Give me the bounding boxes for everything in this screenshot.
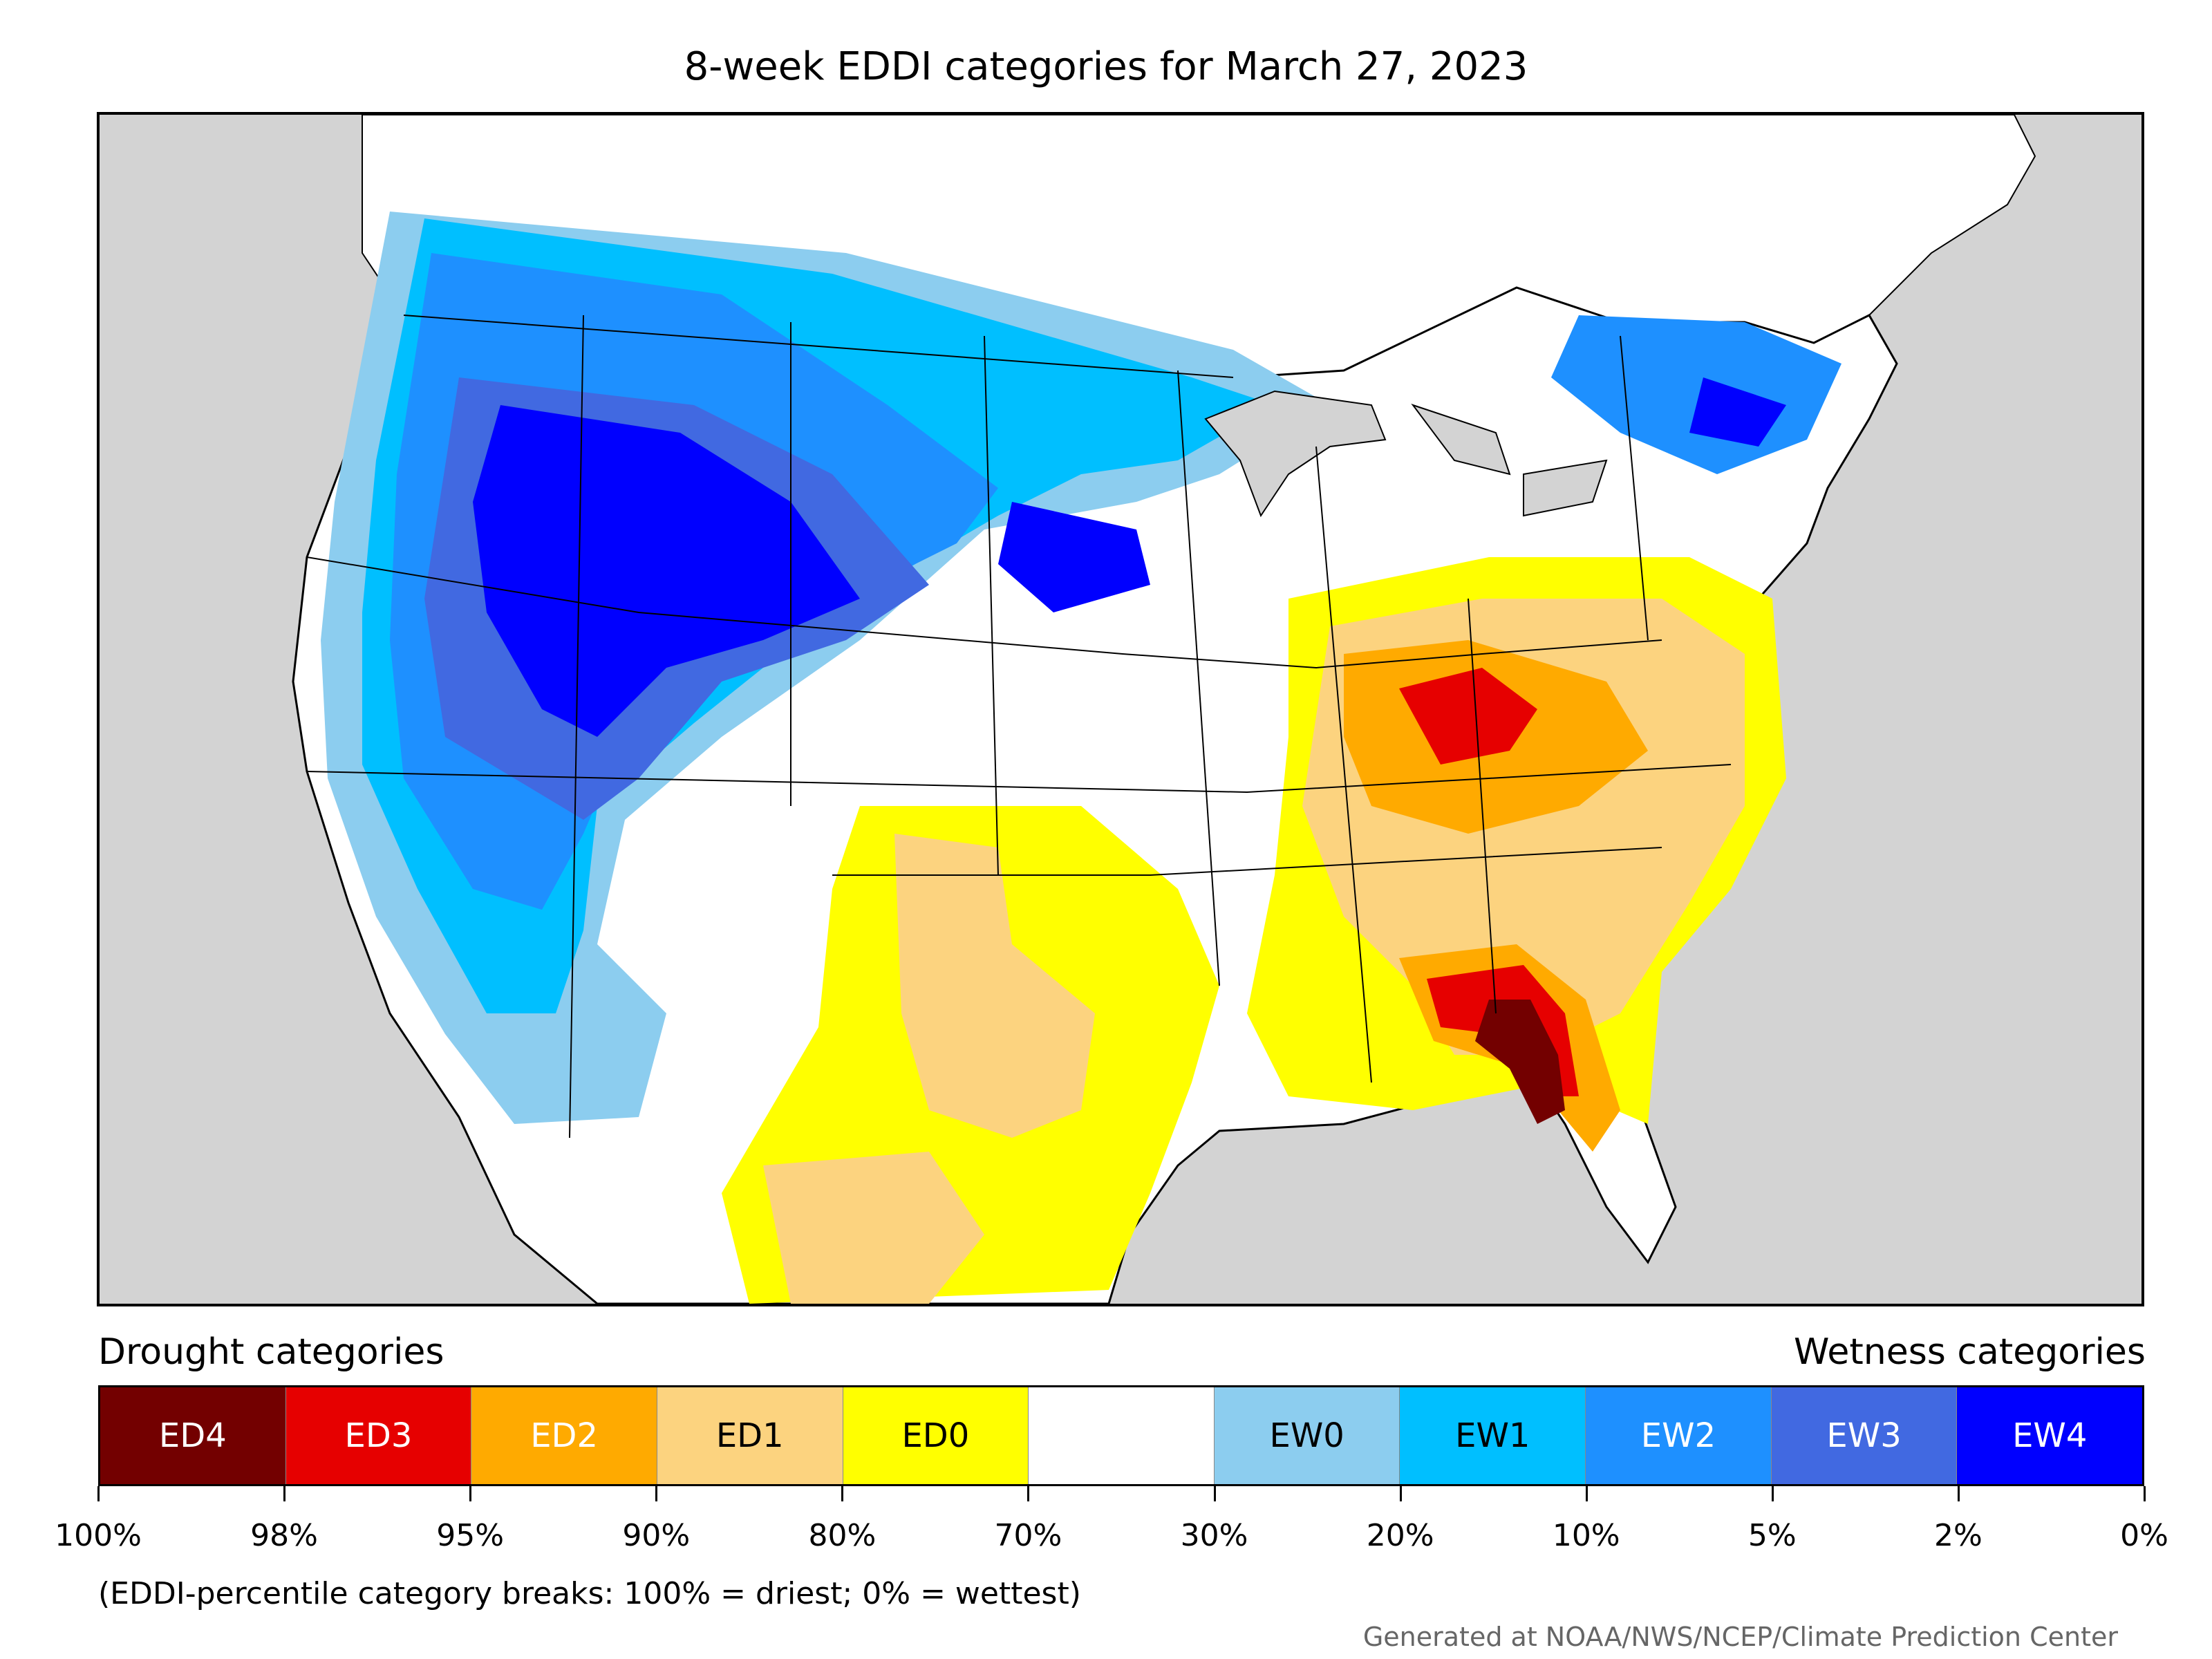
tick-label: 70% — [994, 1518, 1062, 1553]
category-ed0: ED0 — [842, 1387, 1029, 1484]
tick-mark — [1585, 1486, 1588, 1501]
wet-region-ew4-north — [998, 502, 1150, 612]
tick-mark — [655, 1486, 658, 1501]
category-ed4: ED4 — [100, 1387, 285, 1484]
tick-label: 30% — [1180, 1518, 1248, 1553]
wet-region-ew4 — [473, 405, 860, 737]
map-panel — [97, 112, 2144, 1306]
tick-label: 100% — [55, 1518, 142, 1553]
category-colorbar: ED4 ED3 ED2 ED1 ED0 EW0 EW1 EW2 EW3 EW4 — [98, 1385, 2144, 1486]
category-ed3: ED3 — [285, 1387, 471, 1484]
drought-categories-heading: Drought categories — [98, 1331, 444, 1373]
colorbar-ticks: 100% 98% 95% 90% 80% 70% 30% 20% 10% 5% 2% 0% — [55, 1486, 2168, 1562]
tick-label: 20% — [1366, 1518, 1434, 1553]
category-ew1: EW1 — [1399, 1387, 1586, 1484]
tick-label: 2% — [1934, 1518, 1983, 1553]
tick-mark — [97, 1486, 100, 1501]
tick-label: 5% — [1747, 1518, 1797, 1553]
wetness-categories-heading: Wetness categories — [1794, 1331, 2146, 1373]
tick-mark — [841, 1486, 844, 1501]
tick-label: 0% — [2120, 1518, 2168, 1553]
tick-mark — [1027, 1486, 1030, 1501]
tick-mark — [1399, 1486, 1402, 1501]
tick-label: 98% — [250, 1518, 318, 1553]
category-ed2: ED2 — [471, 1387, 657, 1484]
category-normal — [1028, 1387, 1214, 1484]
category-breaks-footnote: (EDDI-percentile category breaks: 100% =… — [98, 1576, 1081, 1611]
category-ew2: EW2 — [1585, 1387, 1771, 1484]
tick-mark — [1957, 1486, 1960, 1501]
credit-line: Generated at NOAA/NWS/NCEP/Climate Predi… — [1362, 1622, 2118, 1652]
tick-mark — [1213, 1486, 1216, 1501]
tick-mark — [469, 1486, 472, 1501]
category-ew3: EW3 — [1770, 1387, 1957, 1484]
great-lakes — [1204, 390, 1608, 518]
tick-label: 90% — [622, 1518, 691, 1553]
category-ew4: EW4 — [1956, 1387, 2143, 1484]
tick-label: 10% — [1552, 1518, 1620, 1553]
tick-label: 80% — [808, 1518, 877, 1553]
category-ew0: EW0 — [1213, 1387, 1400, 1484]
category-ed1: ED1 — [656, 1387, 843, 1484]
wet-region-northeast-ew4 — [1689, 377, 1786, 447]
state-borders — [306, 315, 1732, 1138]
dry-region-ed4-florida — [1475, 1000, 1565, 1124]
dry-region-ed1-mexico — [763, 1152, 984, 1304]
tick-mark — [2144, 1486, 2146, 1501]
page-title: 8-week EDDI categories for March 27, 202… — [684, 44, 1528, 89]
tick-mark — [1771, 1486, 1774, 1501]
eddi-map — [100, 115, 2141, 1304]
dry-region-ed1-south — [894, 834, 1095, 1138]
tick-mark — [283, 1486, 286, 1501]
wet-region-northeast — [1551, 315, 1841, 474]
tick-label: 95% — [436, 1518, 505, 1553]
dry-region-ed3-east — [1399, 668, 1537, 765]
